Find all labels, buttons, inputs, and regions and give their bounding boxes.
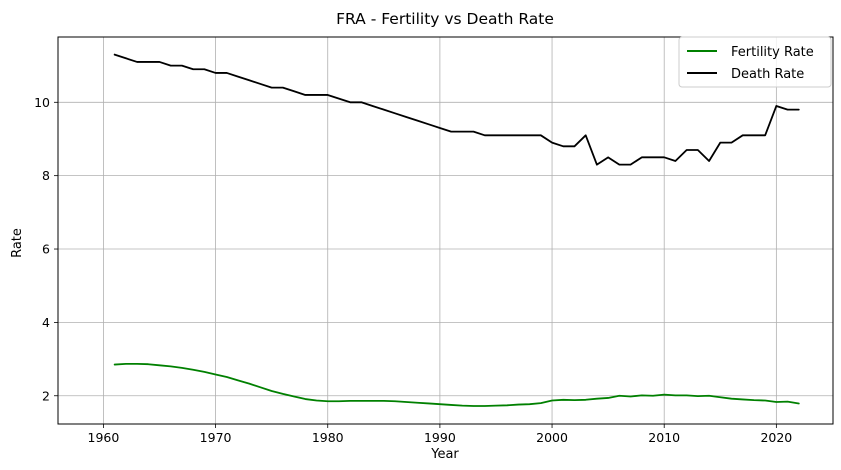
x-axis-ticks: 1960 1970 1980 1990 2000 2010 2020 [88,424,792,445]
x-tick-label: 1980 [312,430,344,445]
y-tick-label: 8 [42,168,50,183]
plot-frame [57,36,834,425]
y-tick-label: 2 [42,388,50,403]
legend: Fertility Rate Death Rate [678,36,832,88]
x-tick-label: 1990 [424,430,456,445]
legend-box [678,36,832,88]
y-tick-label: 4 [42,315,50,330]
x-tick-label: 2010 [648,430,680,445]
series-line-death-rate [113,53,800,166]
x-tick-label: 1970 [200,430,232,445]
x-axis-label: Year [430,447,459,462]
legend-label-death-rate: Death Rate [731,67,804,82]
y-axis-ticks: 2 4 6 8 10 [34,95,58,403]
legend-label-fertility-rate: Fertility Rate [731,45,814,60]
x-tick-label: 1960 [88,430,120,445]
series-line-fertility-rate [113,362,800,407]
x-tick-label: 2020 [760,430,792,445]
grid [58,37,833,424]
y-tick-label: 6 [42,242,50,257]
y-tick-label: 10 [34,95,50,110]
series-layer [113,53,800,407]
y-axis-label: Rate [10,228,25,258]
chart-title: FRA - Fertility vs Death Rate [336,10,554,28]
x-tick-label: 2000 [536,430,568,445]
